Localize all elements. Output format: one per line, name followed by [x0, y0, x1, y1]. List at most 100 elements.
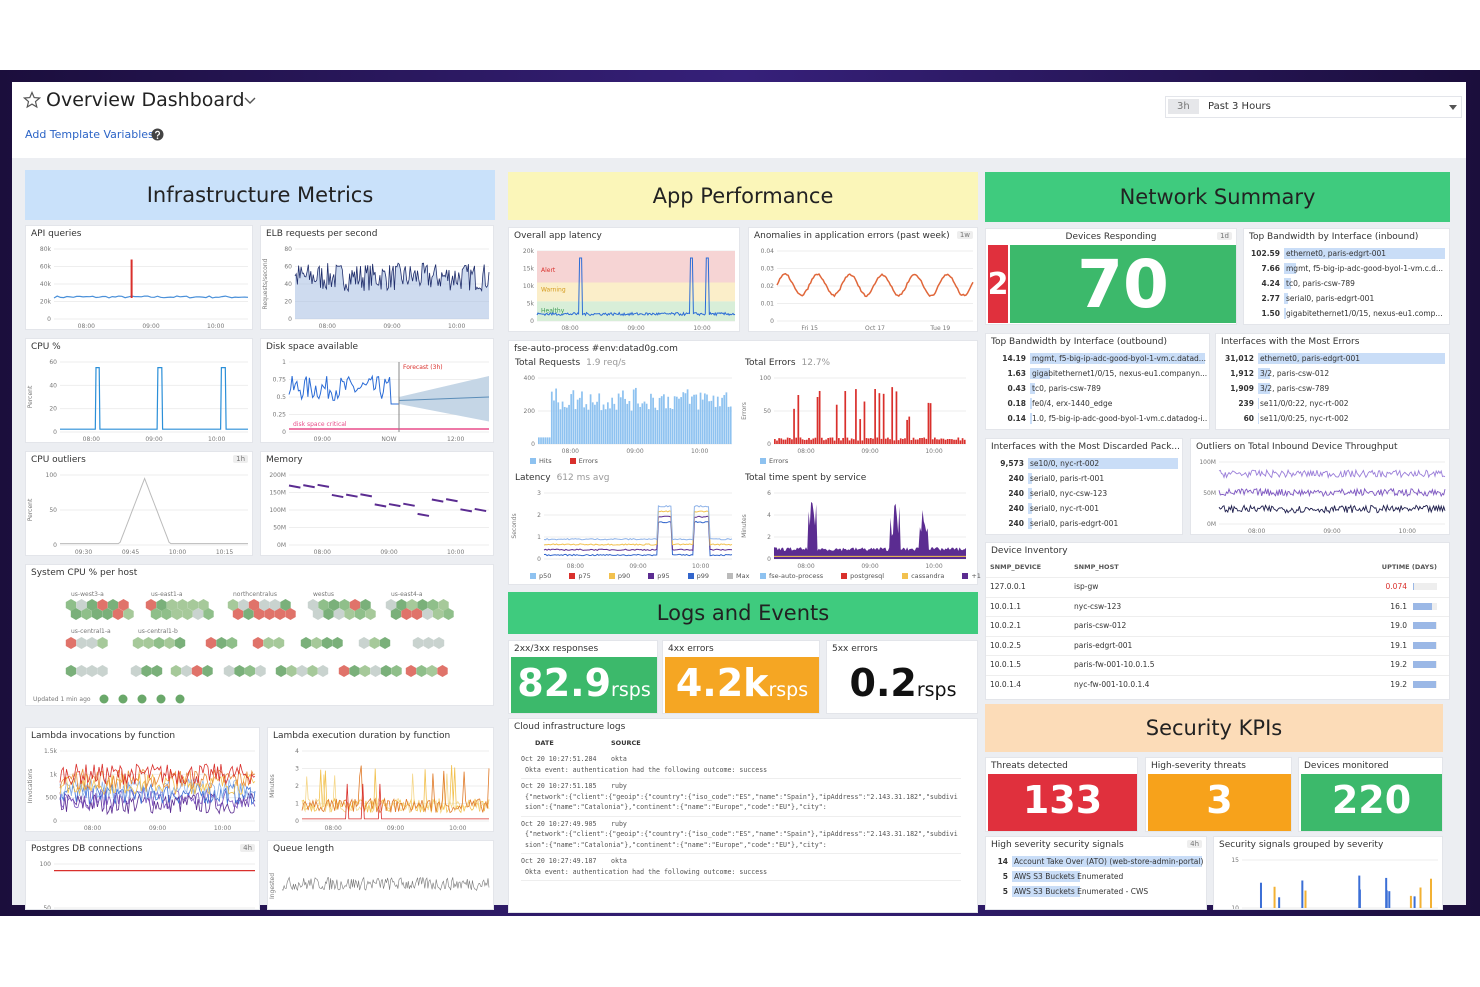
y-tick-label: 2: [767, 534, 771, 541]
decorative-series: [398, 396, 490, 401]
legend-label: p95: [657, 572, 670, 580]
legend: Errors: [760, 457, 806, 465]
decorative-bar: [870, 438, 872, 444]
help-icon[interactable]: [151, 128, 164, 141]
widget: CPU outliers 1h Percent 100 50 0 09:30 09:45 10:…: [25, 451, 253, 556]
decorative-bar: [721, 397, 723, 444]
widget-title: Device Inventory: [991, 546, 1068, 556]
top-list-value: 5: [1002, 872, 1008, 881]
decorative-bar: [624, 398, 626, 444]
host-cell: [385, 599, 397, 611]
widget-title-text: Security signals grouped by severity: [1219, 840, 1384, 850]
top-list-label: 3/2, paris-csw-789: [1260, 384, 1330, 393]
y-tick-label: 0M: [1207, 521, 1216, 528]
x-tick-label: 09:30: [75, 549, 92, 556]
row-divider: [986, 616, 1449, 617]
column-header: SNMP_HOST: [1074, 563, 1119, 571]
kpi-label: 4xx errors: [668, 644, 714, 654]
decorative-bar: [546, 437, 549, 444]
log-message: Okta event: authentication had the follo…: [525, 867, 768, 876]
host-cell: [379, 637, 391, 649]
decorative-area: [774, 501, 966, 559]
decorative-bar: [867, 438, 870, 444]
time-selector[interactable]: 3h Past 3 Hours: [1165, 96, 1462, 118]
decorative-series: [288, 374, 399, 405]
x-tick-label: 10:00: [691, 448, 708, 455]
widget: Interfaces with the Most Discarded Pack.…: [985, 438, 1183, 535]
decorative-bar: [619, 397, 622, 444]
decorative-bar: [650, 393, 652, 444]
column-header: DATE: [535, 739, 554, 747]
decorative-bar: [852, 439, 855, 444]
top-list-bar: [1030, 398, 1033, 409]
kpi-value: 82.9: [517, 661, 612, 705]
decorative-bar: [1358, 889, 1361, 908]
host-cell: [370, 665, 381, 677]
decorative-bar: [855, 389, 857, 444]
decorative-bar: [725, 392, 728, 444]
decorative-bar: [944, 439, 947, 444]
top-list-bar: [1284, 293, 1289, 304]
widget: High severity security signals 4h 14 Accoun…: [985, 836, 1207, 910]
top-list-bar: [1030, 413, 1032, 424]
y-tick-label: 0: [53, 429, 57, 436]
template-variables-link[interactable]: Add Template Variables: [25, 128, 154, 141]
host-cell: [166, 599, 178, 611]
decorative-bar: [816, 396, 819, 444]
widget-title-text: Queue length: [273, 844, 335, 854]
widget: Postgres DB connections 4h 100 50: [25, 840, 260, 910]
decorative-bar: [857, 440, 859, 444]
decorative-bar: [695, 394, 698, 444]
legend-label: Hits: [539, 457, 552, 465]
y-tick-label: 40: [49, 382, 57, 389]
log-date: Oct 20 10:27:49.905: [521, 819, 597, 828]
legend: fse-auto-process postgresql cassandra +1: [760, 572, 999, 580]
kpi-widget: 5xx errors 0.2 rsps: [826, 640, 978, 714]
top-list-value: 1.63: [1007, 369, 1026, 378]
host-cell: [97, 637, 108, 649]
top-list-bar: [1258, 368, 1270, 379]
top-list-value: 240: [1008, 519, 1024, 528]
title-dropdown[interactable]: [243, 96, 257, 106]
x-tick-label: 08:00: [1248, 528, 1265, 535]
decorative-bar: [795, 437, 798, 444]
widget: Queue length Ingested: [267, 840, 494, 910]
decorative-bar: [880, 438, 883, 444]
host-cell: [198, 599, 209, 611]
cell: 19.2: [1390, 679, 1407, 689]
favorite-star[interactable]: [23, 91, 41, 109]
decorative-bar: [688, 403, 691, 444]
host-cell: [205, 637, 217, 649]
cell: 19.0: [1390, 621, 1407, 630]
decorative-bar: [882, 393, 885, 444]
host-group-label: westus: [313, 591, 334, 598]
decorative-series: [317, 483, 330, 488]
decorative-bar: [921, 437, 923, 444]
annotation: disk space critical: [293, 421, 347, 428]
host-cell: [416, 665, 427, 677]
x-tick-label: 08:00: [319, 323, 336, 330]
y-tick-label: 15: [1231, 857, 1239, 864]
decorative-bar: [782, 439, 785, 444]
widget-title: Interfaces with the Most Errors: [1221, 337, 1359, 347]
legend-item: p50: [530, 572, 560, 580]
top-list-bar: [1258, 353, 1445, 364]
host-cell: [175, 694, 185, 704]
host-cell: [365, 608, 376, 620]
widget-title: Lambda invocations by function: [31, 731, 175, 741]
decorative-bar: [626, 403, 629, 444]
host-cell: [171, 608, 183, 620]
widget-title: Overall app latency: [514, 231, 602, 241]
top-list-label: ethernet0, paris-edgrt-001: [1286, 249, 1387, 258]
widget: Cloud infrastructure logs DATE SOURCE Oct 2…: [508, 718, 978, 913]
legend-label: p75: [578, 572, 591, 580]
y-axis-label: Requests/second: [262, 258, 269, 309]
decorative-bar: [791, 439, 793, 444]
dashboard-title[interactable]: Overview Dashboard: [46, 89, 245, 111]
decorative-bar: [844, 391, 847, 444]
y-tick-label: 0.02: [761, 283, 775, 290]
decorative-bar: [797, 395, 800, 444]
widget-title-text: CPU outliers: [31, 455, 86, 465]
decorative-bar: [934, 437, 936, 444]
decorative-bar: [550, 391, 553, 444]
